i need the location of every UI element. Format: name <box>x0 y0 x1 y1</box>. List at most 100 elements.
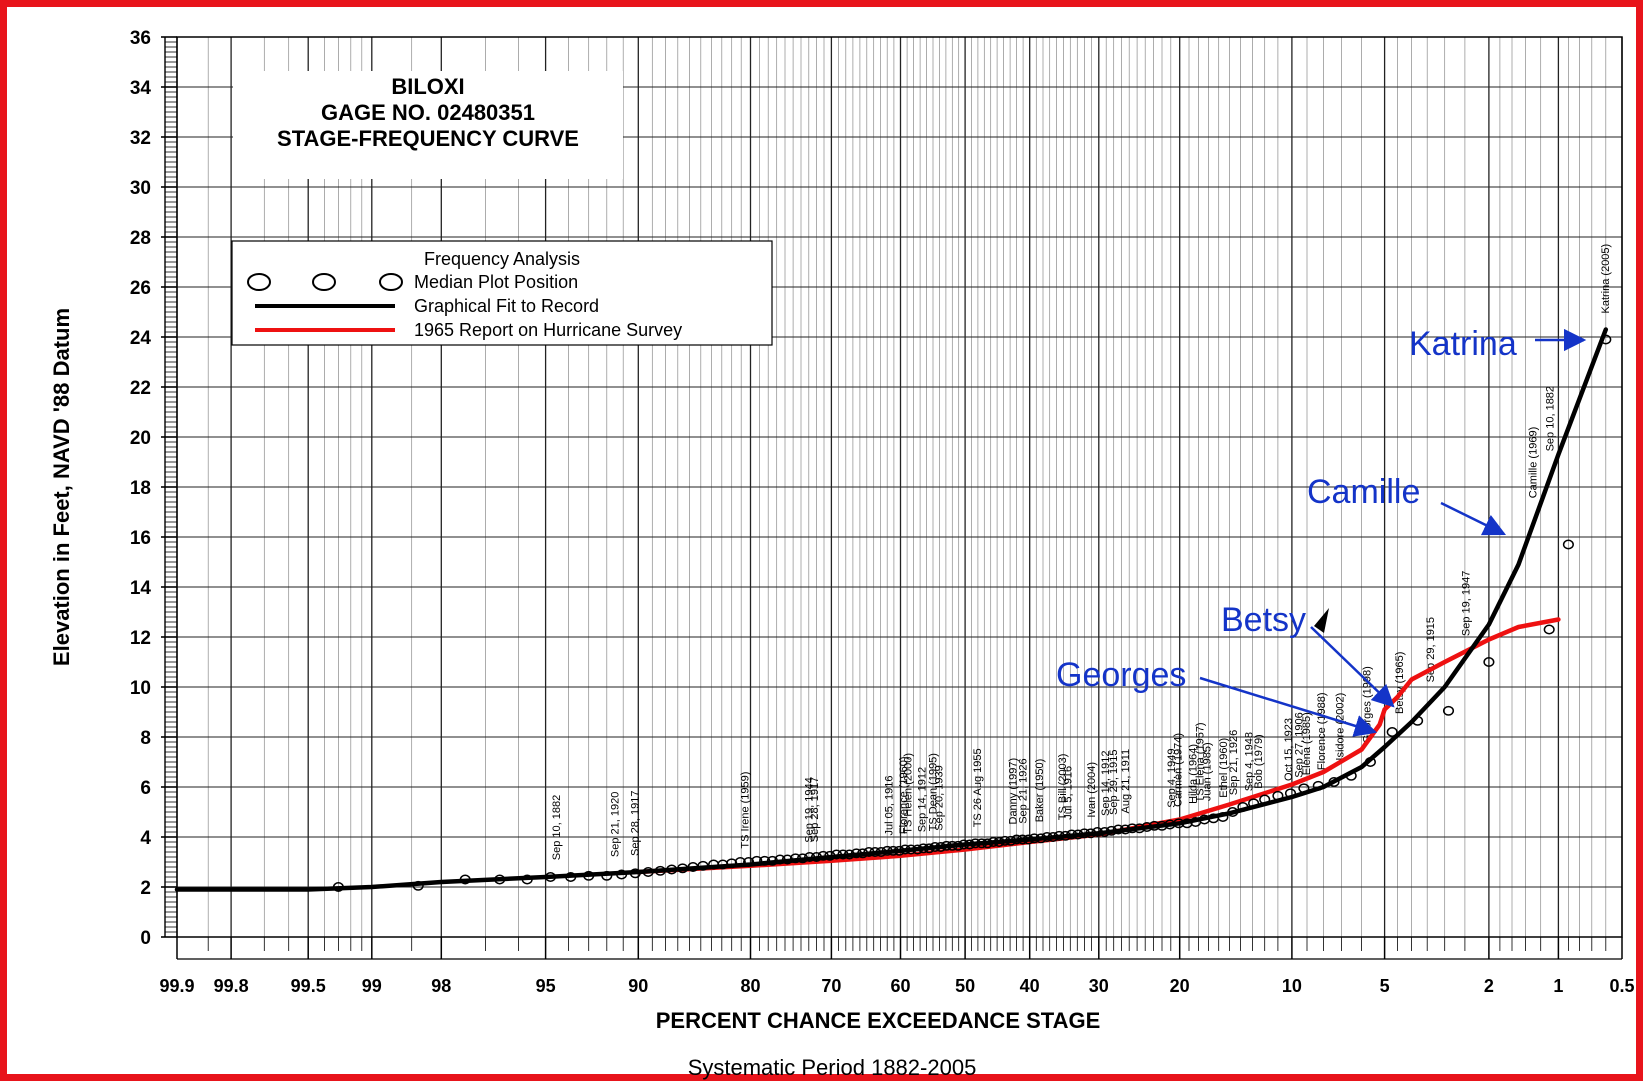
median-plot-point <box>869 847 881 857</box>
y-tick-label: 10 <box>130 678 151 699</box>
storm-label: Camille (1969) <box>1528 427 1540 499</box>
median-plot-point <box>1105 825 1118 836</box>
storm-label: Carmen (1974) <box>1173 733 1185 807</box>
median-plot-point <box>412 880 424 891</box>
storm-label: Katrina (2005) <box>1600 244 1612 314</box>
legend-label-1965: 1965 Report on Hurricane Survey <box>414 320 682 340</box>
median-plot-point <box>1217 812 1229 822</box>
median-plot-point <box>1600 334 1612 345</box>
title-line-3: STAGE-FREQUENCY CURVE <box>277 126 579 151</box>
storm-label: Florence (1960) <box>898 756 910 834</box>
median-plot-point <box>759 855 771 866</box>
y-tick-label: 26 <box>130 278 151 299</box>
x-tick-label: 80 <box>740 976 760 996</box>
storm-label: Baker (1950) <box>1034 759 1046 823</box>
median-plot-point <box>521 874 533 885</box>
median-plot-point <box>1259 794 1271 805</box>
storm-label: TS Dean (1995) <box>927 753 939 831</box>
median-plot-point <box>677 863 689 874</box>
storm-label: Bob (1979) <box>1253 734 1265 788</box>
x-tick-label: 30 <box>1089 976 1109 996</box>
storm-label: Aug 21, 1911 <box>1120 749 1132 814</box>
median-plot-point <box>654 865 666 876</box>
median-plot-point <box>766 855 778 866</box>
median-plot-point <box>774 854 786 865</box>
median-plot-point <box>459 874 471 885</box>
median-plot-point <box>1364 757 1376 767</box>
median-plot-point <box>1284 788 1297 799</box>
median-plot-point <box>917 843 929 854</box>
storm-label: Sep 21, 1926 <box>1017 758 1029 823</box>
storm-label: Hilda (1964) <box>1188 744 1200 804</box>
median-plot-point <box>1156 820 1168 831</box>
storm-label: Oct 15, 1923 <box>1283 718 1295 781</box>
storm-label: Sep 4, 1948 <box>1243 732 1255 791</box>
median-plot-point <box>1272 790 1284 801</box>
median-plot-point <box>1148 820 1160 831</box>
median-plot-point <box>981 838 994 849</box>
x-tick-label: 5 <box>1380 976 1390 996</box>
median-plot-point <box>1543 624 1555 635</box>
x-tick-label: 99 <box>362 976 382 996</box>
median-plot-point <box>781 854 793 865</box>
systematic-period-note: Systematic Period 1882-2005 <box>688 1055 977 1080</box>
legend-label-fit: Graphical Fit to Record <box>414 296 599 316</box>
y-tick-label: 28 <box>130 228 151 249</box>
y-tick-label: 8 <box>140 728 151 749</box>
median-plot-point <box>1028 833 1040 844</box>
median-plot-point <box>1078 828 1090 839</box>
y-tick-label: 6 <box>140 778 151 799</box>
median-plot-point <box>1312 780 1324 791</box>
median-plot-point <box>987 837 999 847</box>
legend-circle-marker <box>312 273 336 291</box>
y-tick-label: 16 <box>130 528 151 549</box>
y-axis-title: Elevation in Feet, NAVD '88 Datum <box>49 308 74 666</box>
legend: Frequency Analysis Median Plot Position … <box>231 240 773 346</box>
median-plot-point <box>1126 823 1138 834</box>
median-plot-point <box>1442 705 1455 716</box>
storm-label: Ethel (1960) <box>1218 738 1230 798</box>
median-plot-point <box>697 860 709 871</box>
median-plot-point <box>875 847 887 857</box>
storm-label: Jul 05, 1916 <box>884 776 896 836</box>
storm-label: Sep 19, 1947 <box>1460 571 1472 636</box>
median-plot-point <box>797 853 809 864</box>
fit-line <box>174 327 1609 892</box>
x-tick-label: 20 <box>1170 976 1190 996</box>
median-plot-point <box>810 852 823 862</box>
storm-label: Sep 10, 1882 <box>1545 386 1557 451</box>
median-plot-point <box>993 837 1005 847</box>
median-plot-point <box>857 848 869 859</box>
callout-camille: Camille <box>1307 473 1420 511</box>
median-plot-point <box>1483 657 1495 667</box>
x-tick-label: 0.5 <box>1609 976 1634 996</box>
median-plot-point <box>935 842 947 852</box>
y-tick-label: 0 <box>140 928 151 949</box>
median-plot-point <box>850 848 862 859</box>
median-plot-point <box>804 852 816 862</box>
median-plot-point <box>1412 715 1424 726</box>
y-tick-label: 20 <box>130 428 151 449</box>
storm-label: Ivan (2004) <box>1086 762 1098 818</box>
median-plot-point <box>1298 783 1310 794</box>
median-plot-point <box>1005 835 1017 846</box>
median-plot-point <box>911 844 924 855</box>
median-plot-point <box>565 872 577 882</box>
storm-label: Sep 10, 1882 <box>551 795 563 860</box>
x-tick-label: 99.5 <box>291 976 326 996</box>
median-plot-point <box>1035 833 1047 844</box>
legend-label-median: Median Plot Position <box>414 272 578 292</box>
median-plot-point <box>601 870 613 881</box>
storm-label: Jul 5, 1916 <box>1063 766 1075 820</box>
y-tick-label: 18 <box>130 478 151 499</box>
x-tick-label: 95 <box>536 976 556 996</box>
y-tick-label: 30 <box>130 178 151 199</box>
median-plot-point <box>629 868 641 879</box>
x-tick-label: 99.8 <box>214 976 249 996</box>
storm-label: Sep 4, 1949 <box>1166 748 1178 807</box>
series-layer <box>174 327 1609 892</box>
storm-label: Elena (1985) <box>1301 712 1313 775</box>
median-plot-point <box>734 857 746 867</box>
median-plot-point <box>1227 807 1239 817</box>
